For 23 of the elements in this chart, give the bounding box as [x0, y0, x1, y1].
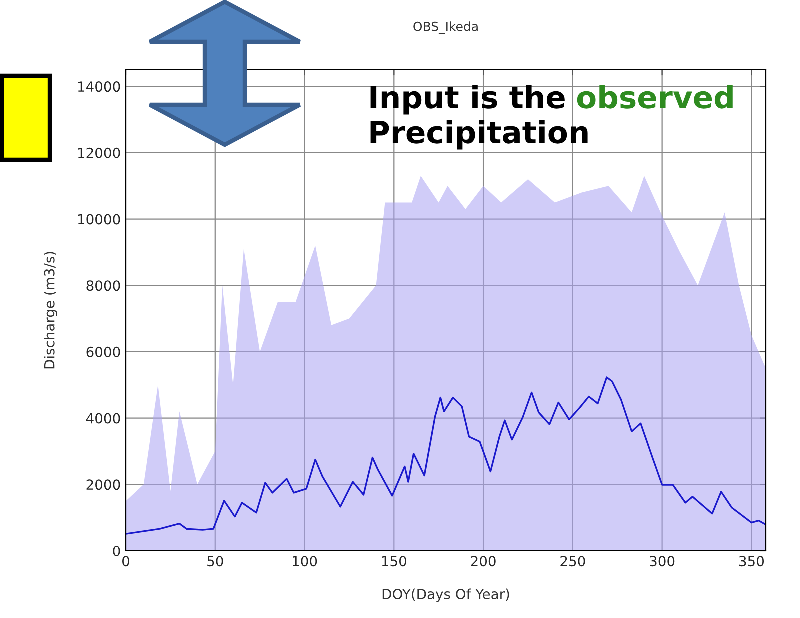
y-tick-label: 6000 — [86, 346, 120, 358]
annotation: Input is the — [370, 85, 565, 115]
line-series — [126, 376, 766, 535]
y-tick-label: 2000 — [86, 480, 120, 490]
y-tick-label: 14000 — [78, 82, 120, 92]
y-tick-label: 0 — [113, 546, 120, 556]
x-tick-label: 300 — [650, 556, 675, 567]
x-tick-label: 350 — [740, 556, 764, 567]
annotation: observed — [577, 85, 733, 109]
x-tick-label: 150 — [382, 556, 406, 567]
y-tick-label: 8000 — [86, 280, 120, 292]
y-axis-title: Discharge (m3/s) — [44, 252, 58, 369]
x-tick-label: 50 — [208, 556, 224, 567]
y-tick-label: 12000 — [78, 148, 120, 158]
chart-title: OBS_Ikeda — [414, 22, 478, 34]
x-axis-title: DOY(Days Of Year) — [382, 588, 510, 602]
x-tick-label: 100 — [293, 556, 318, 567]
x-tick-label: 200 — [471, 556, 496, 567]
y-tick-label: 4000 — [86, 413, 120, 424]
annotation: Precipitation — [370, 120, 588, 150]
y-tick-label: 10000 — [78, 214, 120, 225]
x-tick-label: 0 — [122, 556, 130, 567]
x-tick-label: 250 — [560, 556, 586, 567]
